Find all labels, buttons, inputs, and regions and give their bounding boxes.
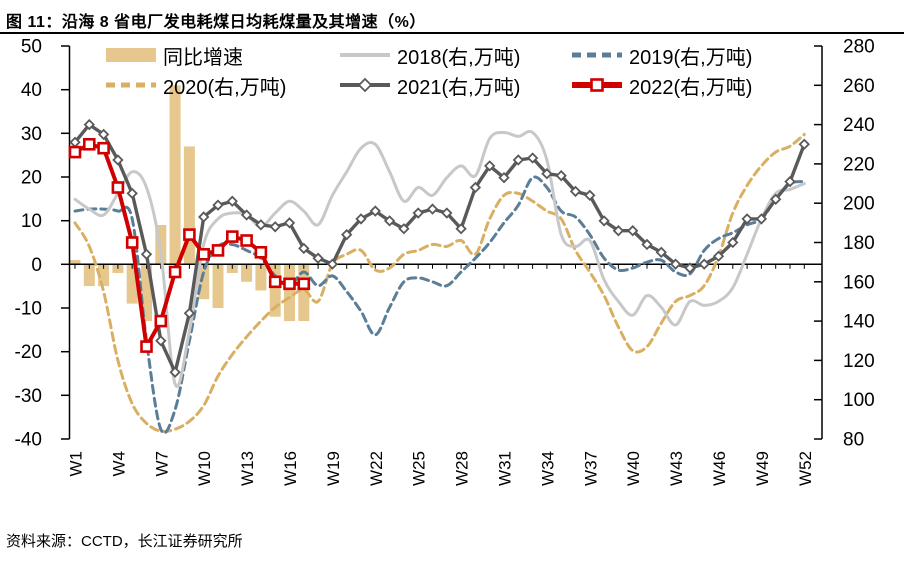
svg-text:W34: W34 [538, 451, 557, 486]
svg-text:20: 20 [21, 168, 42, 189]
legend-swatch-2019-line [572, 45, 622, 65]
svg-text:W40: W40 [624, 451, 643, 486]
svg-text:W52: W52 [796, 451, 815, 486]
legend-swatch-yoy-bar [106, 45, 156, 65]
svg-text:W13: W13 [238, 451, 257, 486]
svg-text:-20: -20 [15, 342, 42, 363]
legend-swatch-2022-line [572, 75, 622, 95]
source-note: 资料来源：CCTD，长江证券研究所 [6, 533, 243, 550]
svg-text:280: 280 [843, 37, 875, 58]
line-2022 [68, 138, 311, 353]
legend-label-2022: 2022(右,万吨) [629, 76, 753, 99]
svg-text:W31: W31 [496, 451, 515, 486]
svg-text:W46: W46 [710, 451, 729, 486]
svg-text:W10: W10 [195, 451, 214, 486]
legend-swatch-2020-line [106, 75, 156, 95]
svg-text:200: 200 [843, 194, 875, 215]
legend-item-2018: 2018(右,万吨) [340, 44, 520, 69]
svg-text:260: 260 [843, 76, 875, 97]
svg-text:W1: W1 [67, 451, 86, 477]
svg-text:0: 0 [31, 255, 42, 276]
legend-label-2020: 2020(右,万吨) [163, 76, 287, 99]
legend-item-2020: 2020(右,万吨) [106, 74, 286, 99]
line-2021 [69, 118, 810, 378]
svg-text:140: 140 [843, 312, 875, 333]
left-axis-labels: 50 40 30 20 10 0 -10 -20 -30 -40 [15, 37, 42, 451]
svg-text:-10: -10 [15, 299, 42, 320]
legend-item-2021: 2021(右,万吨) [340, 74, 520, 99]
legend-swatch-2018-line [340, 45, 390, 65]
svg-text:W22: W22 [367, 451, 386, 486]
svg-text:10: 10 [21, 211, 42, 232]
legend-label-2021: 2021(右,万吨) [397, 76, 521, 99]
svg-text:-40: -40 [15, 430, 42, 451]
svg-text:220: 220 [843, 154, 875, 175]
svg-text:-30: -30 [15, 386, 42, 407]
svg-text:W4: W4 [109, 451, 128, 477]
svg-text:W37: W37 [581, 451, 600, 486]
svg-text:W25: W25 [410, 451, 429, 486]
svg-text:W43: W43 [667, 451, 686, 486]
chart-plot: 50403020100-10-20-30-4028026024022020018… [15, 37, 875, 486]
legend-label-2018: 2018(右,万吨) [397, 46, 521, 69]
legend-label-2019: 2019(右,万吨) [629, 46, 753, 69]
svg-text:40: 40 [21, 80, 42, 101]
legend-item-yoy: 同比增速 [106, 44, 243, 69]
line-2018 [73, 129, 806, 388]
legend-swatch-2021-line [340, 75, 390, 95]
chart-area: 50 40 30 20 10 0 -10 -20 -30 -40 280 260 240 220 200 18… [0, 34, 904, 522]
figure-title: 图 11：沿海 8 省电厂发电耗煤日均耗煤量及其增速（%） [0, 0, 904, 34]
svg-text:W16: W16 [281, 451, 300, 486]
axes [61, 45, 823, 440]
right-axis-labels: 280 260 240 220 200 180 160 140 120 100 80 [843, 37, 875, 451]
legend-item-2019: 2019(右,万吨) [572, 44, 752, 69]
svg-text:50: 50 [21, 37, 42, 58]
x-tick-labels: W1 W4 W7 W10 W13 W16 W19 W22 W25 W28 W31 W34 W37 W40 W… [67, 451, 815, 486]
svg-text:120: 120 [843, 351, 875, 372]
svg-text:W28: W28 [453, 451, 472, 486]
svg-text:160: 160 [843, 272, 875, 293]
legend-label-yoy: 同比增速 [163, 46, 243, 69]
svg-text:W19: W19 [324, 451, 343, 486]
svg-text:100: 100 [843, 390, 875, 411]
legend-item-2022: 2022(右,万吨) [572, 74, 752, 99]
svg-text:80: 80 [843, 430, 864, 451]
svg-text:W49: W49 [753, 451, 772, 486]
svg-text:W7: W7 [152, 451, 171, 477]
svg-text:240: 240 [843, 115, 875, 136]
svg-text:180: 180 [843, 233, 875, 254]
svg-text:30: 30 [21, 124, 42, 145]
line-2019 [73, 175, 806, 435]
line-2020 [73, 132, 806, 433]
